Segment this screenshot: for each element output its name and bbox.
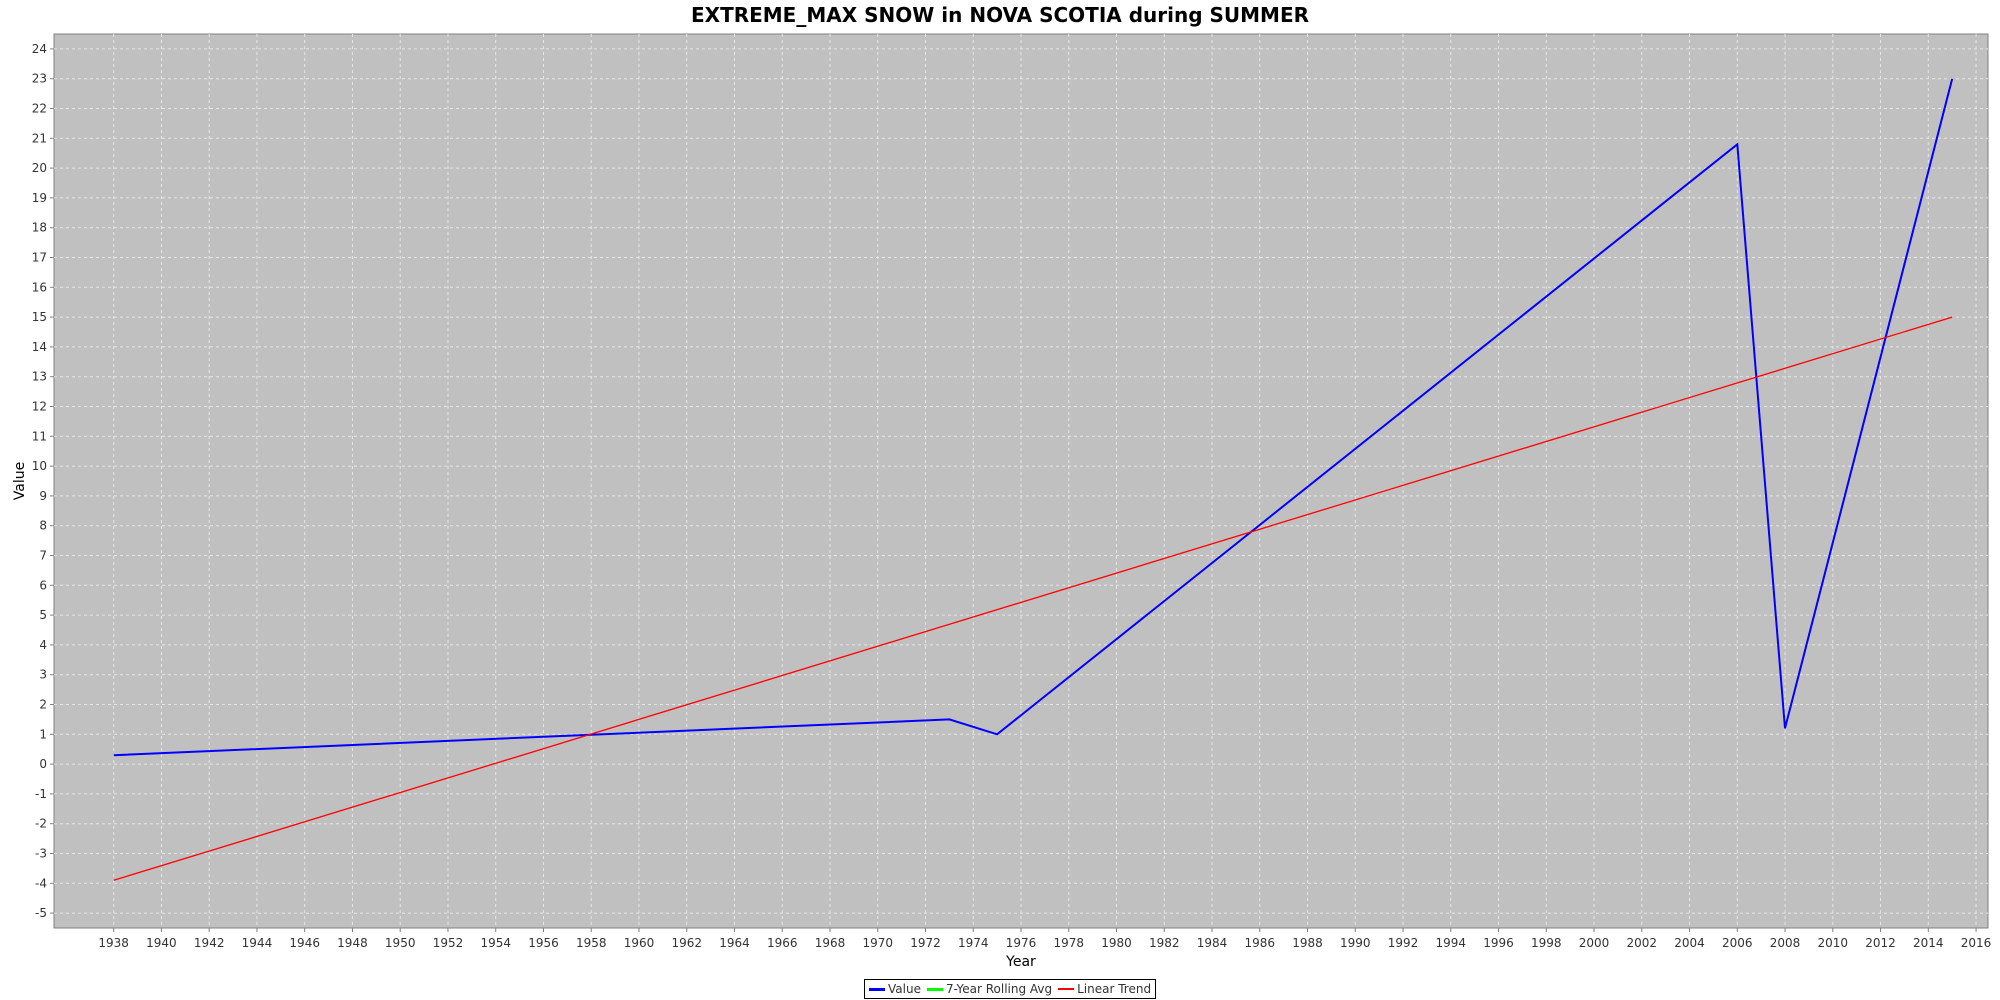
y-axis-label: Value <box>12 462 28 500</box>
x-tick-label: 1952 <box>433 936 464 950</box>
x-tick-label: 2000 <box>1579 936 1610 950</box>
legend-item-linear-trend: Linear Trend <box>1058 982 1151 996</box>
legend-item-rolling-avg: 7-Year Rolling Avg <box>926 982 1053 996</box>
x-tick-label: 1966 <box>767 936 798 950</box>
y-tick-label: -1 <box>35 787 47 801</box>
y-tick-label: -5 <box>35 906 47 920</box>
y-tick-label: 22 <box>32 102 47 116</box>
x-tick-label: 2016 <box>1961 936 1992 950</box>
y-tick-label: -2 <box>35 817 47 831</box>
legend: Value 7-Year Rolling Avg Linear Trend <box>864 979 1157 999</box>
x-tick-label: 1976 <box>1006 936 1037 950</box>
x-tick-label: 1994 <box>1436 936 1467 950</box>
x-tick-label: 2012 <box>1865 936 1896 950</box>
x-tick-label: 1970 <box>862 936 893 950</box>
x-axis-label: Year <box>1005 954 1036 970</box>
x-tick-label: 1992 <box>1388 936 1419 950</box>
x-tick-label: 1948 <box>337 936 368 950</box>
x-tick-label: 1938 <box>98 936 129 950</box>
y-tick-label: 5 <box>39 608 47 622</box>
y-tick-label: 17 <box>32 251 47 265</box>
x-tick-label: 1962 <box>671 936 702 950</box>
y-tick-label: 16 <box>32 280 47 294</box>
y-tick-label: 7 <box>39 549 47 563</box>
x-tick-label: 1988 <box>1292 936 1323 950</box>
legend-swatch-linear-trend <box>1058 988 1075 990</box>
x-tick-label: 1998 <box>1531 936 1562 950</box>
legend-label-value: Value <box>888 982 921 996</box>
y-tick-label: 8 <box>39 519 47 533</box>
x-tick-label: 1972 <box>910 936 941 950</box>
legend-label-linear-trend: Linear Trend <box>1077 982 1152 996</box>
y-tick-label: 6 <box>39 578 47 592</box>
y-tick-label: 20 <box>32 161 47 175</box>
x-tick-label: 1960 <box>624 936 655 950</box>
grid-lines <box>54 34 1988 928</box>
legend-item-value: Value <box>869 982 921 996</box>
axis-ticks: 1938 1940 1942 1944 1946 1948 1950 1952 1954 1956… <box>32 42 1992 950</box>
y-tick-label: -4 <box>35 876 47 890</box>
y-tick-label: 3 <box>39 668 47 682</box>
x-tick-label: 2002 <box>1627 936 1658 950</box>
x-tick-label: 1974 <box>958 936 989 950</box>
legend-label-rolling-avg: 7-Year Rolling Avg <box>945 982 1053 996</box>
x-tick-label: 2014 <box>1913 936 1944 950</box>
x-tick-label: 1950 <box>385 936 416 950</box>
value-series-line <box>113 78 1954 757</box>
y-tick-label: 4 <box>39 638 47 652</box>
x-tick-label: 2010 <box>1818 936 1849 950</box>
y-tick-label: 13 <box>32 370 47 384</box>
x-tick-label: 1956 <box>528 936 559 950</box>
y-tick-label: 21 <box>32 131 47 145</box>
y-tick-label: 2 <box>39 698 47 712</box>
x-tick-label: 1980 <box>1101 936 1132 950</box>
x-tick-label: 1954 <box>480 936 511 950</box>
y-tick-label: 0 <box>39 757 47 771</box>
x-tick-label: 1984 <box>1197 936 1228 950</box>
x-tick-label: 1968 <box>815 936 846 950</box>
y-tick-label: 23 <box>32 72 47 86</box>
x-tick-label: 1946 <box>289 936 320 950</box>
legend-swatch-rolling-avg <box>926 987 943 991</box>
x-tick-label: 1990 <box>1340 936 1371 950</box>
x-tick-label: 1964 <box>719 936 750 950</box>
y-tick-label: 18 <box>32 221 47 235</box>
y-tick-label: 19 <box>32 191 47 205</box>
x-tick-label: 1944 <box>242 936 273 950</box>
x-tick-label: 2006 <box>1722 936 1753 950</box>
series-lines <box>113 78 1954 881</box>
y-tick-label: 9 <box>39 489 47 503</box>
y-tick-label: 15 <box>32 310 47 324</box>
x-tick-label: 2008 <box>1770 936 1801 950</box>
chart-title: EXTREME_MAX SNOW in NOVA SCOTIA during S… <box>690 3 1310 27</box>
legend-swatch-value <box>869 987 885 991</box>
x-tick-label: 1958 <box>576 936 607 950</box>
y-tick-label: 14 <box>32 340 47 354</box>
x-tick-label: 1986 <box>1244 936 1275 950</box>
x-tick-label: 2004 <box>1674 936 1705 950</box>
x-tick-label: 1996 <box>1483 936 1514 950</box>
y-tick-label: 12 <box>32 400 47 414</box>
y-tick-label: 1 <box>39 727 47 741</box>
x-tick-label: 1942 <box>194 936 225 950</box>
y-tick-label: 10 <box>32 459 47 473</box>
x-tick-label: 1940 <box>146 936 177 950</box>
x-tick-label: 1978 <box>1053 936 1084 950</box>
y-tick-label: 24 <box>32 42 47 56</box>
y-tick-label: -3 <box>35 847 47 861</box>
linear-trend-series-line <box>113 316 1953 881</box>
x-tick-label: 1982 <box>1149 936 1180 950</box>
y-tick-label: 11 <box>32 429 47 443</box>
